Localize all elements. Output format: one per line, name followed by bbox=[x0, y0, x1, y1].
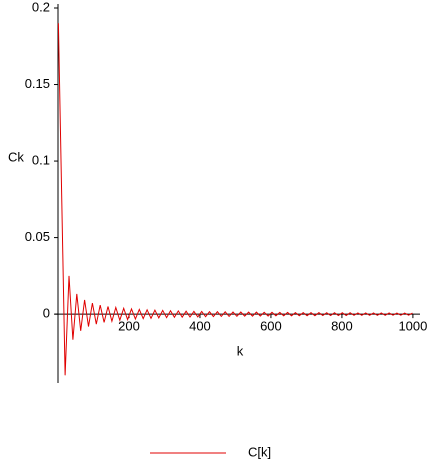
x-axis-label: k bbox=[237, 343, 244, 358]
x-tick-label: 1000 bbox=[398, 319, 427, 334]
x-tick-label: 600 bbox=[260, 319, 282, 334]
x-tick-label: 800 bbox=[331, 319, 353, 334]
y-tick-label: 0 bbox=[43, 306, 50, 321]
x-tick-label: 400 bbox=[189, 319, 211, 334]
y-tick-label: 0.15 bbox=[25, 76, 50, 91]
line bbox=[57, 23, 413, 376]
y-tick-label: 0.1 bbox=[32, 152, 50, 167]
x-tick-label: 200 bbox=[118, 319, 140, 334]
y-tick-label: 0.05 bbox=[25, 229, 50, 244]
y-axis-label: Ck bbox=[8, 149, 24, 164]
y-tick-label: 0.2 bbox=[32, 0, 50, 14]
legend-label: C[k] bbox=[248, 444, 271, 459]
